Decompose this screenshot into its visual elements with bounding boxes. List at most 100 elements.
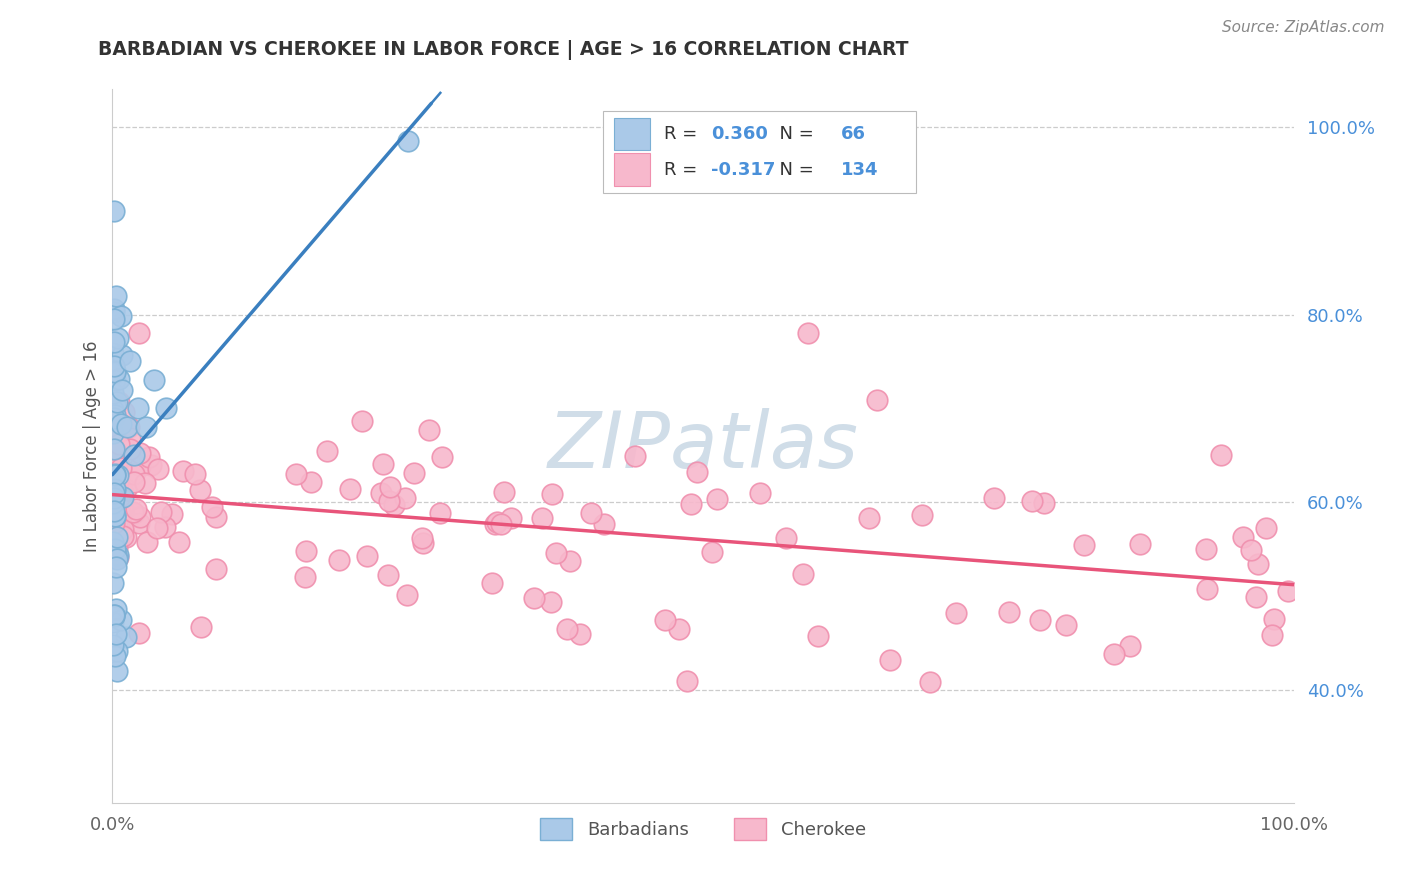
Point — [134, 476, 156, 491]
Point — [1054, 617, 1077, 632]
Point — [142, 373, 165, 387]
Point — [866, 393, 889, 408]
Point — [122, 475, 145, 490]
Point — [129, 509, 152, 524]
Point — [879, 653, 901, 667]
Point — [128, 458, 150, 473]
Point — [411, 531, 433, 545]
Point — [1247, 557, 1270, 571]
Text: ZIPatlas: ZIPatlas — [547, 408, 859, 484]
Point — [910, 508, 932, 523]
Point — [370, 485, 392, 500]
FancyBboxPatch shape — [614, 118, 650, 150]
Point — [579, 506, 602, 520]
Point — [103, 345, 125, 359]
Point — [749, 486, 772, 500]
Point — [112, 503, 135, 517]
Point — [105, 644, 128, 658]
Point — [103, 385, 125, 400]
Point — [481, 575, 503, 590]
Point — [107, 467, 129, 482]
Point — [295, 544, 318, 558]
Point — [104, 365, 127, 379]
Point — [484, 516, 506, 531]
Point — [115, 630, 138, 644]
Point — [103, 607, 125, 622]
Point — [775, 531, 797, 545]
Point — [105, 395, 128, 409]
Point — [110, 417, 132, 431]
Text: BARBADIAN VS CHEROKEE IN LABOR FORCE | AGE > 16 CORRELATION CHART: BARBADIAN VS CHEROKEE IN LABOR FORCE | A… — [98, 40, 908, 60]
Point — [128, 625, 150, 640]
Point — [654, 613, 676, 627]
Point — [328, 553, 350, 567]
Point — [107, 541, 129, 555]
Point — [103, 541, 125, 556]
Point — [188, 483, 211, 497]
Point — [103, 422, 125, 436]
Point — [145, 521, 167, 535]
Text: 66: 66 — [841, 125, 866, 143]
Point — [706, 491, 728, 506]
Point — [382, 499, 405, 513]
Point — [294, 570, 316, 584]
Point — [983, 491, 1005, 506]
Point — [107, 475, 129, 489]
Point — [494, 485, 516, 500]
Point — [103, 305, 125, 319]
Point — [110, 613, 132, 627]
Point — [103, 609, 125, 624]
Point — [107, 516, 129, 531]
Point — [138, 450, 160, 465]
Point — [792, 567, 814, 582]
Point — [107, 415, 129, 429]
Point — [1209, 449, 1232, 463]
Point — [558, 554, 581, 568]
Point — [103, 491, 125, 506]
Point — [105, 560, 128, 574]
Point — [356, 549, 378, 564]
Point — [104, 508, 127, 523]
Point — [155, 401, 177, 416]
Point — [110, 461, 132, 475]
Point — [103, 508, 125, 523]
FancyBboxPatch shape — [614, 153, 650, 186]
Point — [1028, 613, 1050, 627]
Point — [624, 449, 647, 463]
Point — [105, 530, 128, 544]
Point — [104, 468, 127, 483]
Point — [945, 607, 967, 621]
Point — [104, 487, 127, 501]
FancyBboxPatch shape — [603, 111, 915, 193]
Point — [103, 485, 125, 500]
Point — [104, 408, 127, 422]
Point — [412, 536, 434, 550]
Point — [1194, 542, 1216, 557]
Point — [103, 311, 125, 326]
Point — [593, 517, 616, 532]
Point — [501, 511, 523, 525]
Point — [112, 484, 135, 499]
Point — [135, 535, 157, 549]
Point — [350, 414, 373, 428]
Point — [101, 426, 124, 441]
Point — [108, 395, 131, 409]
Point — [103, 442, 125, 456]
Point — [686, 465, 709, 479]
Point — [418, 423, 440, 437]
Point — [1232, 529, 1254, 543]
Point — [557, 622, 579, 636]
Point — [523, 591, 546, 606]
Text: N =: N = — [768, 161, 820, 178]
Point — [108, 372, 131, 386]
Point — [491, 517, 513, 532]
Point — [107, 437, 129, 451]
Point — [112, 405, 135, 419]
Point — [1118, 640, 1140, 654]
Point — [112, 491, 135, 505]
Point — [858, 510, 880, 524]
Point — [430, 450, 453, 464]
Point — [150, 505, 173, 519]
Point — [1263, 612, 1285, 626]
Point — [103, 365, 125, 379]
